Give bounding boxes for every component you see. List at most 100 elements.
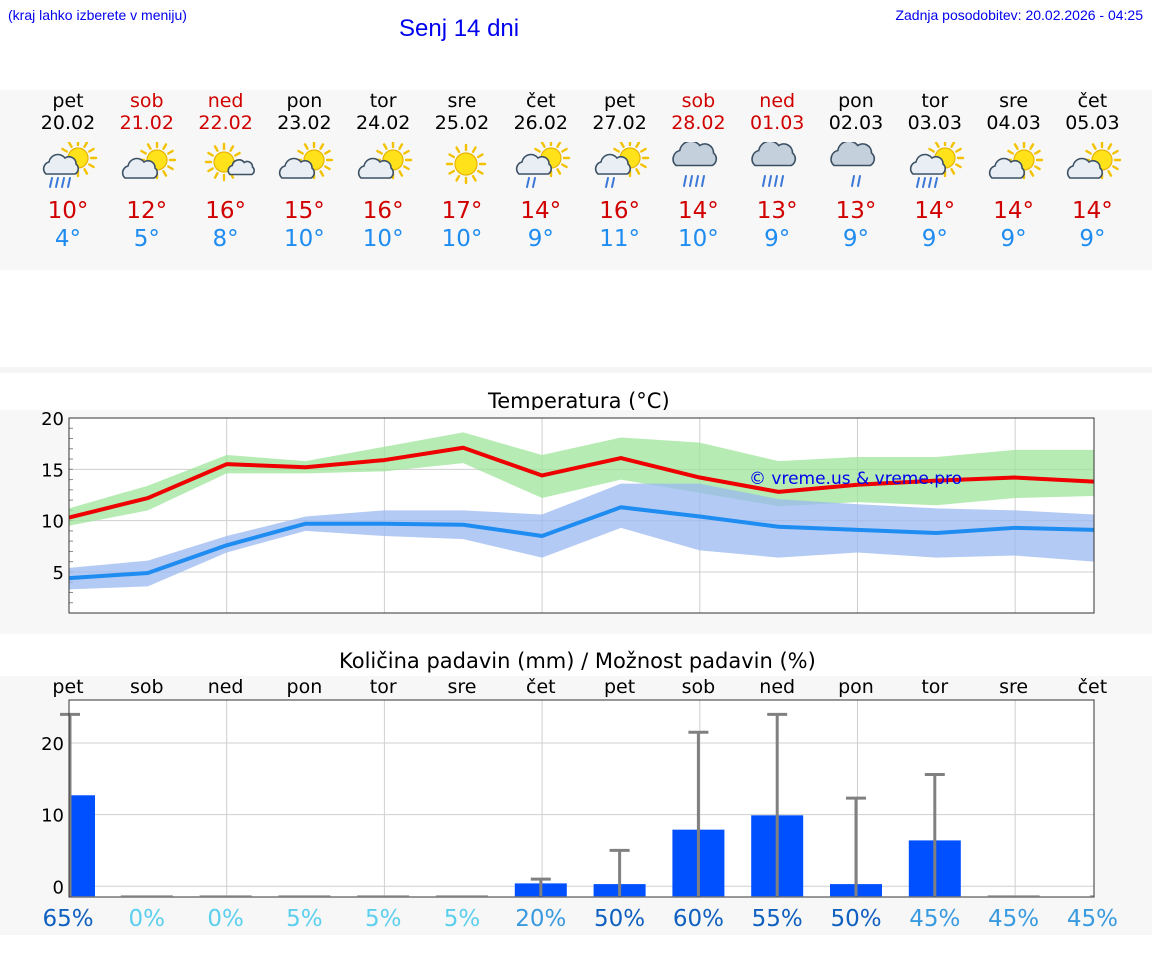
y-tick-label: 5 (53, 563, 64, 584)
min-temp-band (69, 483, 1094, 590)
day-name: ned (759, 90, 796, 112)
temp-min: 10° (284, 226, 325, 252)
x-category-label: ned (759, 676, 795, 698)
max-temp-band (69, 432, 1094, 526)
precip-probability: 45% (988, 906, 1039, 932)
sun-cloud-icon (357, 140, 413, 190)
temp-min: 9° (842, 226, 870, 252)
sun-cloud-icon (988, 140, 1044, 190)
precip-bar (199, 895, 252, 897)
x-category-label: sob (682, 676, 716, 698)
forecast-day: čet 05.03 14° 9° (1052, 90, 1132, 270)
temperature-chart: 5 10 15 20 © vreme.us & vreme.pro (41, 410, 1095, 614)
precip-probability: 0% (207, 906, 244, 932)
forecast-day: tor 03.03 14° 9° (895, 90, 975, 270)
day-name: pet (603, 90, 636, 112)
precip-probability: 60% (673, 906, 724, 932)
cloud-rain-icon (751, 140, 807, 190)
forecast-day: ned 01.03 13° 9° (737, 90, 817, 270)
sun-cloud-icon (1066, 140, 1122, 190)
day-date: 02.03 (828, 112, 884, 134)
day-date: 26.02 (513, 112, 568, 134)
temp-max: 14° (678, 198, 719, 224)
precip-probability: 20% (515, 906, 566, 932)
day-name: tor (921, 90, 949, 112)
precipitation-chart: 0 10 20 pet sob ned pon tor sre čet pet sob ned pon to… (41, 676, 1118, 932)
watermark: © vreme.us & vreme.pro (749, 469, 962, 489)
day-name: sob (130, 90, 164, 112)
precip-probability: 50% (830, 906, 881, 932)
temp-max: 16° (599, 198, 640, 224)
y-tick-label: 15 (41, 460, 64, 481)
x-category-label: pet (604, 676, 635, 698)
forecast-band (0, 90, 1152, 270)
temp-max: 12° (126, 198, 168, 224)
temp-min: 11° (599, 226, 640, 252)
day-name: pon (286, 90, 323, 112)
sun-cloud-icon (278, 140, 334, 190)
sun-cloud-icon (121, 140, 177, 190)
day-name: pet (52, 90, 84, 112)
day-date: 25.02 (434, 112, 490, 134)
temp-max: 17° (441, 198, 483, 224)
forecast-day: tor 24.02 16° 10° (343, 90, 423, 270)
precip-bar (987, 895, 1040, 897)
forecast-day: sob 28.02 14° 10° (658, 90, 738, 270)
precip-probability: 0% (129, 906, 166, 932)
cloud-light-rain-icon (830, 140, 886, 190)
plot-frame (68, 699, 1095, 898)
temp-min: 10° (362, 226, 404, 252)
forecast-strip: pet 20.02 10° 4° sob 21.02 12° 5° ned 22.02 16° 8° p… (0, 90, 1152, 270)
temp-max: 13° (835, 198, 877, 224)
day-name: ned (207, 90, 244, 112)
temp-min: 4° (54, 226, 82, 252)
temp-min: 10° (441, 226, 483, 252)
day-date: 01.03 (749, 112, 805, 134)
precip-bar (69, 795, 95, 897)
precip-probability: 65% (42, 906, 93, 932)
temp-min: 9° (1079, 226, 1106, 252)
temp-max: 14° (520, 198, 562, 224)
y-tick-label: 20 (41, 410, 64, 430)
precip-bar (278, 895, 331, 897)
temp-max: 10° (47, 198, 89, 224)
sun-cloud-light-rain-icon (515, 138, 571, 190)
x-category-label: pon (838, 676, 874, 698)
forecast-day: sre 25.02 17° 10° (422, 90, 502, 270)
precip-bar (120, 895, 173, 897)
temp-max: 16° (362, 198, 404, 224)
precipitation-chart-title: Količina padavin (mm) / Možnost padavin … (339, 649, 816, 673)
sun-cloud-rain-icon (909, 138, 965, 190)
min-temp-line (68, 505, 1095, 581)
forecast-day: pon 23.02 15° 10° (264, 90, 344, 270)
y-tick-label: 10 (41, 806, 64, 827)
x-category-label: pon (287, 676, 323, 698)
sun-icon (436, 142, 492, 190)
day-date: 23.02 (277, 112, 332, 134)
x-category-label: ned (208, 676, 244, 698)
x-category-label: sre (999, 676, 1028, 698)
precip-probability: 50% (594, 906, 645, 932)
precip-probability: 5% (444, 906, 481, 932)
day-date: 27.02 (592, 112, 647, 134)
forecast-day: pet 20.02 10° 4° (28, 90, 108, 270)
precip-probability: 5% (286, 906, 323, 932)
temp-min: 9° (1000, 226, 1027, 252)
day-date: 04.03 (986, 112, 1041, 134)
precip-probability: 5% (365, 906, 402, 932)
cloud-rain-icon (672, 140, 728, 190)
forecast-day: čet 26.02 14° 9° (501, 90, 581, 270)
x-category-label: sre (448, 676, 477, 698)
day-date: 28.02 (671, 112, 726, 134)
x-category-label: tor (921, 676, 948, 698)
plot-frame (68, 417, 1095, 614)
day-date: 22.02 (198, 112, 253, 134)
x-category-label: čet (526, 676, 556, 698)
temp-min: 9° (764, 226, 791, 252)
hint-text: (kraj lahko izberete v meniju) (8, 7, 187, 23)
temp-min: 9° (527, 226, 554, 252)
day-name: sre (999, 90, 1029, 112)
day-name: pon (838, 90, 874, 112)
precip-probability: 45% (909, 906, 960, 932)
page-title: Senj 14 dni (399, 15, 520, 42)
